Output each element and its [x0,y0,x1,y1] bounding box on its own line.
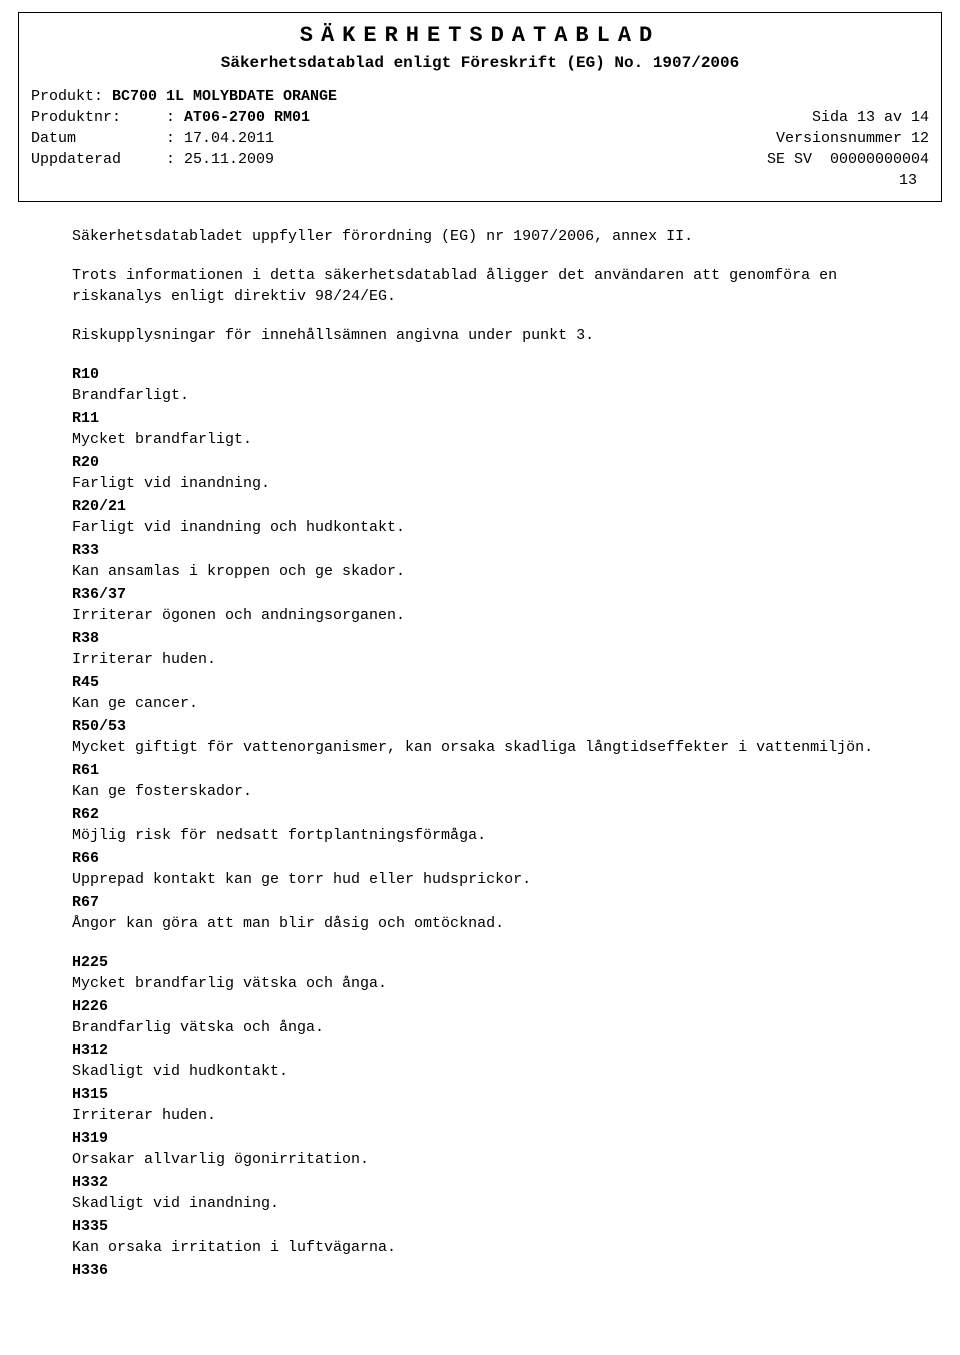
phrase-text: Kan ansamlas i kroppen och ge skador. [72,561,902,582]
page-text: Sida 13 av 14 [812,107,929,128]
phrase-text: Upprepad kontakt kan ge torr hud eller h… [72,869,902,890]
product-label: Produkt: [31,88,112,105]
updated-value: 25.11.2009 [184,151,274,168]
phrase-text: Mycket giftigt för vattenorganismer, kan… [72,737,902,758]
phrase-text: Irriterar huden. [72,649,902,670]
phrase-text: Ångor kan göra att man blir dåsig och om… [72,913,902,934]
phrase-text: Kan orsaka irritation i luftvägarna. [72,1237,902,1258]
phrase-code: R45 [72,672,902,693]
phrase-code: R20 [72,452,902,473]
phrase-code: H335 [72,1216,902,1237]
version-text: Versionsnummer 12 [776,128,929,149]
intro-paragraph-3: Riskupplysningar för innehållsämnen angi… [72,325,902,346]
intro-paragraph-1: Säkerhetsdatabladet uppfyller förordning… [72,226,902,247]
phrase-code: R33 [72,540,902,561]
header-row-product: Produkt: BC700 1L MOLYBDATE ORANGE [31,86,929,107]
productnr-label: Produktnr: : [31,109,184,126]
phrase-text: Irriterar ögonen och andningsorganen. [72,605,902,626]
phrase-code: H226 [72,996,902,1017]
phrase-code: R10 [72,364,902,385]
date-label: Datum : [31,130,184,147]
doc-subtitle: Säkerhetsdatablad enligt Föreskrift (EG)… [31,52,929,74]
phrase-text: Kan ge fosterskador. [72,781,902,802]
phrase-code: H319 [72,1128,902,1149]
inner-page-number: 13 [31,170,929,191]
intro-paragraph-2: Trots informationen i detta säkerhetsdat… [72,265,902,307]
phrase-code: R66 [72,848,902,869]
document-header: SÄKERHETSDATABLAD Säkerhetsdatablad enli… [18,12,942,202]
phrase-text: Mycket brandfarligt. [72,429,902,450]
phrase-code: H225 [72,952,902,973]
phrase-text: Skadligt vid hudkontakt. [72,1061,902,1082]
header-row-date: Datum : 17.04.2011 Versionsnummer 12 [31,128,929,149]
h-phrases-section: H225Mycket brandfarlig vätska och ånga.H… [72,952,902,1281]
r-phrases-section: R10Brandfarligt.R11Mycket brandfarligt.R… [72,364,902,934]
product-value: BC700 1L MOLYBDATE ORANGE [112,88,337,105]
date-value: 17.04.2011 [184,130,274,147]
phrase-text: Brandfarlig vätska och ånga. [72,1017,902,1038]
phrase-code: R38 [72,628,902,649]
updated-label: Uppdaterad : [31,151,184,168]
phrase-text: Farligt vid inandning och hudkontakt. [72,517,902,538]
locale-text: SE SV 00000000004 [767,149,929,170]
phrase-code: H315 [72,1084,902,1105]
phrase-code: R11 [72,408,902,429]
header-row-productnr: Produktnr: : AT06-2700 RM01 Sida 13 av 1… [31,107,929,128]
productnr-value: AT06-2700 RM01 [184,109,310,126]
phrase-text: Mycket brandfarlig vätska och ånga. [72,973,902,994]
phrase-code: R62 [72,804,902,825]
phrase-text: Brandfarligt. [72,385,902,406]
phrase-code: R36/37 [72,584,902,605]
phrase-code: R61 [72,760,902,781]
phrase-text: Skadligt vid inandning. [72,1193,902,1214]
phrase-code: H332 [72,1172,902,1193]
phrase-code: R20/21 [72,496,902,517]
document-body: Säkerhetsdatabladet uppfyller förordning… [18,226,942,1281]
phrase-text: Kan ge cancer. [72,693,902,714]
phrase-code: H312 [72,1040,902,1061]
phrase-code: H336 [72,1260,902,1281]
phrase-text: Irriterar huden. [72,1105,902,1126]
header-row-updated: Uppdaterad : 25.11.2009 SE SV 0000000000… [31,149,929,170]
phrase-text: Orsakar allvarlig ögonirritation. [72,1149,902,1170]
phrase-text: Möjlig risk för nedsatt fortplantningsfö… [72,825,902,846]
phrase-code: R50/53 [72,716,902,737]
phrase-text: Farligt vid inandning. [72,473,902,494]
doc-title: SÄKERHETSDATABLAD [31,21,929,52]
phrase-code: R67 [72,892,902,913]
